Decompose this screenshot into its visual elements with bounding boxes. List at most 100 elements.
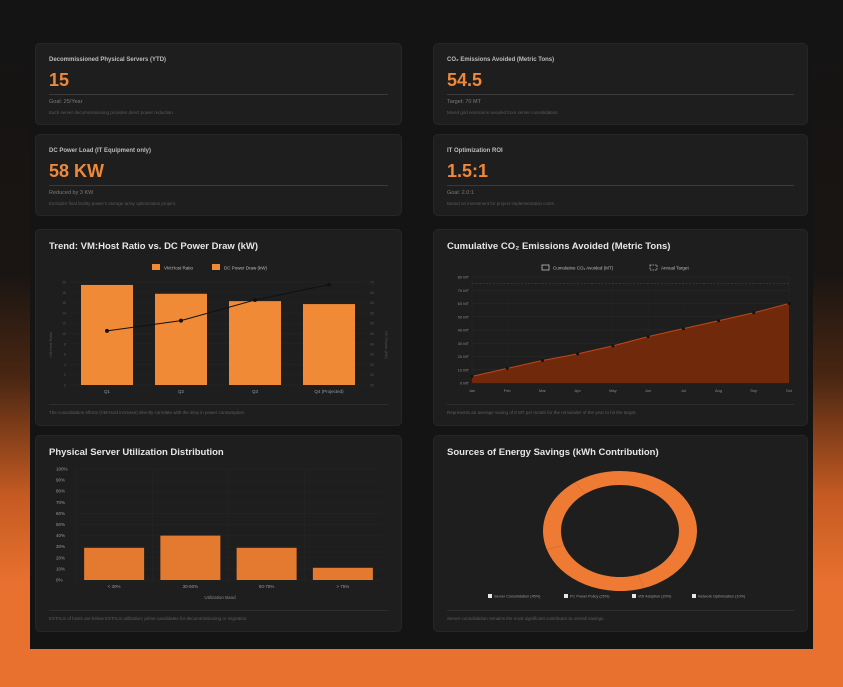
sources-chart-card: Sources of Energy Savings (kWh Contribut…	[434, 436, 807, 631]
y-tick-label: 90%	[56, 478, 65, 483]
y-tick-label: 30%	[56, 544, 65, 549]
cumulative-point	[681, 327, 685, 331]
donut-legend-label: VDI Adoption (20%)	[638, 595, 672, 599]
x-tick-label: Jan	[469, 388, 475, 393]
chart-note: Represents an average saving of 6 MT per…	[447, 410, 637, 415]
cumulative-line	[471, 303, 790, 377]
trend-chart-card: Trend: VM:Host Ratio vs. DC Power Draw (…	[36, 230, 401, 425]
trend-bar	[81, 284, 133, 385]
cumulative-area	[472, 303, 789, 383]
chart-title: Cumulative CO₂ Emissions Avoided (Metric…	[447, 241, 671, 252]
trend-chart: VM:Host Ratio DC Power Draw (kW) VM:Host…	[48, 264, 389, 394]
y-tick-label: 0 MT	[460, 381, 470, 386]
utilization-bar	[84, 547, 145, 580]
left-tick-label: 12	[62, 322, 66, 326]
right-tick-label: 65	[370, 291, 374, 295]
x-axis-label: Utilization Band	[204, 595, 236, 600]
left-tick-label: 4	[64, 363, 66, 367]
cumulative-point	[540, 358, 544, 362]
trend-x-tick-label: Q2	[178, 389, 185, 394]
cumulative-point	[752, 311, 756, 315]
kpi-divider	[49, 185, 388, 186]
right-tick-label: 50	[370, 322, 374, 326]
cumulative-point	[611, 344, 615, 348]
trend-bar	[155, 293, 207, 385]
kpi-goal: Target: 70 MT	[447, 99, 481, 105]
legend-swatch-cumulative	[541, 264, 550, 271]
y-tick-label: 30 MT	[458, 341, 470, 346]
legend-label-power: DC Power Draw (kW)	[224, 266, 268, 271]
left-tick-label: 2	[64, 373, 66, 377]
chart-note: EXTALS of hosts are below EXTALS utiliza…	[49, 616, 248, 621]
kpi-goal: Reduced by 3 KW	[49, 190, 94, 196]
donut-slice	[574, 470, 620, 494]
cumulative-chart-card: Cumulative CO₂ Emissions Avoided (Metric…	[434, 230, 807, 425]
x-tick-label: Jun	[645, 388, 651, 393]
kpi-card-decommissioned: Decommissioned Physical Servers (YTD) 15…	[36, 44, 401, 124]
chart-divider	[49, 404, 388, 405]
donut-legend-label: Server Consolidation (45%)	[494, 595, 541, 599]
legend-swatch	[564, 594, 568, 598]
y-tick-label: 60 MT	[458, 301, 470, 306]
chart-note: Server consolidation remains the most si…	[447, 616, 605, 621]
kpi-title: IT Optimization ROI	[447, 148, 503, 154]
kpi-note: Excludes final facility power's storage …	[49, 201, 177, 206]
power-draw-point	[327, 282, 331, 287]
right-tick-label: 30	[370, 363, 374, 367]
right-tick-label: 55	[370, 311, 374, 315]
kpi-note: Each server decommissioning provides dir…	[49, 110, 175, 115]
cumulative-legend: Cumulative CO₂ Avoided (MT) Annual Targe…	[541, 264, 689, 271]
kpi-divider	[49, 94, 388, 95]
kpi-title: Decommissioned Physical Servers (YTD)	[49, 57, 167, 63]
utilization-x-tick-label: 50-75%	[259, 584, 275, 589]
donut-slice	[620, 470, 697, 589]
y-tick-label: 40%	[56, 533, 65, 538]
utilization-x-tick-label: 30-50%	[183, 584, 199, 589]
y-tick-label: 70 MT	[458, 288, 470, 293]
right-axis-label: DC Power (kW)	[384, 331, 389, 359]
trend-x-tick-label: Q4 (Projected)	[314, 389, 344, 394]
trend-bar	[229, 301, 281, 385]
donut-legend-label: PC Power Policy (25%)	[570, 595, 610, 599]
right-tick-label: 45	[370, 332, 374, 336]
kpi-value: 15	[49, 70, 70, 90]
y-tick-label: 60%	[56, 511, 65, 516]
kpi-goal: Goal: 2.0:1	[447, 190, 474, 196]
y-tick-label: 50%	[56, 522, 65, 527]
chart-note: The consolidation efforts (VM:Host incre…	[49, 410, 246, 415]
kpi-divider	[447, 185, 794, 186]
y-tick-label: 20 MT	[458, 354, 470, 359]
kpi-value: 1.5:1	[447, 161, 489, 181]
kpi-divider	[447, 94, 794, 95]
cumulative-point	[505, 366, 509, 370]
utilization-bar	[236, 547, 297, 580]
kpi-title: DC Power Load (IT Equipment only)	[49, 148, 151, 154]
right-tick-label: 20	[370, 384, 374, 388]
cumulative-point	[646, 335, 650, 339]
trend-x-tick-label: Q1	[104, 389, 111, 394]
x-tick-label: Feb	[504, 388, 512, 393]
sources-donut-chart: Server Consolidation (45%) PC Power Polic…	[488, 470, 746, 599]
y-tick-label: 10 MT	[458, 367, 470, 372]
right-tick-label: 60	[370, 301, 374, 305]
donut-slice	[543, 482, 586, 550]
y-tick-label: 0%	[56, 578, 63, 583]
dashboard-frame: Decommissioned Physical Servers (YTD) 15…	[30, 30, 813, 649]
donut-legend-label: Network Optimization (10%)	[698, 595, 746, 599]
trend-x-tick-label: Q3	[252, 389, 259, 394]
trend-bar	[303, 304, 355, 385]
x-tick-label: Aug	[715, 388, 722, 393]
y-tick-label: 70%	[56, 500, 65, 505]
left-tick-label: 6	[64, 353, 66, 357]
donut-slice	[546, 545, 644, 592]
chart-divider	[447, 404, 794, 405]
left-tick-label: 0	[64, 384, 66, 388]
chart-title: Trend: VM:Host Ratio vs. DC Power Draw (…	[49, 241, 259, 252]
kpi-card-co2: CO₂ Emissions Avoided (Metric Tons) 54.5…	[434, 44, 807, 124]
utilization-x-tick-label: > 75%	[336, 584, 349, 589]
kpi-value: 58 KW	[49, 161, 105, 181]
chart-divider	[447, 610, 794, 611]
cumulative-point	[717, 319, 721, 323]
y-tick-label: 20%	[56, 555, 65, 560]
y-tick-label: 40 MT	[458, 328, 470, 333]
